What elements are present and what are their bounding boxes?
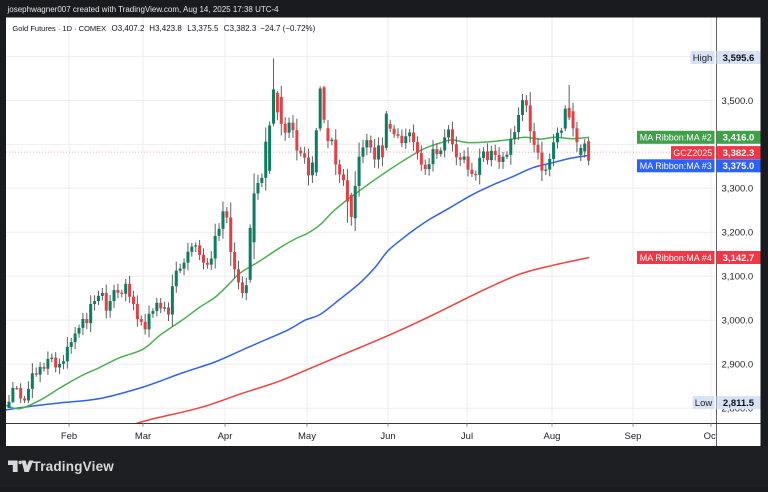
svg-text:GCZ2025: GCZ2025 <box>673 148 712 158</box>
svg-text:MA Ribbon:MA #3: MA Ribbon:MA #3 <box>640 161 712 171</box>
svg-text:Feb: Feb <box>61 431 77 442</box>
svg-text:Aug: Aug <box>544 431 561 442</box>
svg-text:3,375.0: 3,375.0 <box>723 161 755 172</box>
svg-text:Low: Low <box>695 398 713 409</box>
svg-text:3,000.0: 3,000.0 <box>722 316 754 327</box>
svg-text:Mar: Mar <box>135 431 151 442</box>
svg-text:Sep: Sep <box>625 431 642 442</box>
svg-text:MA Ribbon:MA #2: MA Ribbon:MA #2 <box>640 133 712 143</box>
svg-text:TradingView: TradingView <box>33 459 115 474</box>
svg-text:3,500.0: 3,500.0 <box>722 96 754 107</box>
svg-text:2,811.5: 2,811.5 <box>723 398 755 409</box>
svg-text:3,416.0: 3,416.0 <box>723 133 755 144</box>
svg-text:3,142.7: 3,142.7 <box>723 253 755 264</box>
svg-text:Jun: Jun <box>380 431 395 442</box>
svg-text:3,300.0: 3,300.0 <box>722 184 754 195</box>
svg-text:3,595.6: 3,595.6 <box>723 53 755 64</box>
svg-text:3,100.0: 3,100.0 <box>722 272 754 283</box>
svg-text:3,200.0: 3,200.0 <box>722 228 754 239</box>
svg-text:May: May <box>298 431 316 442</box>
svg-text:2,900.0: 2,900.0 <box>722 360 754 371</box>
svg-text:Jul: Jul <box>461 431 473 442</box>
svg-text:High: High <box>693 53 713 64</box>
svg-text:3,382.3: 3,382.3 <box>723 148 755 159</box>
svg-text:MA Ribbon:MA #4: MA Ribbon:MA #4 <box>640 253 712 263</box>
svg-text:josephwagner007 created with T: josephwagner007 created with TradingView… <box>7 5 280 14</box>
svg-text:Apr: Apr <box>218 431 233 442</box>
